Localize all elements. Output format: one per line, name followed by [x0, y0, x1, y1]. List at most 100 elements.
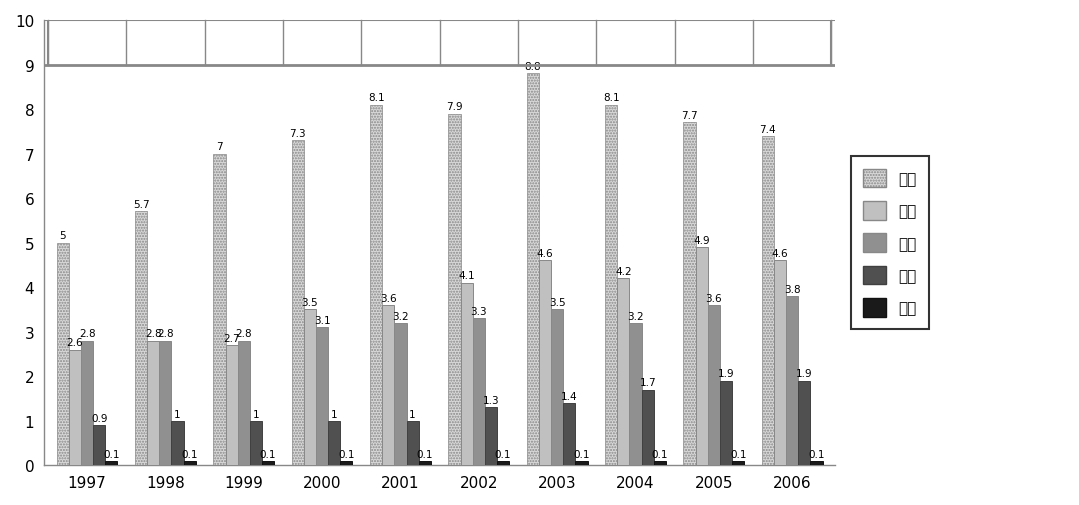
- Bar: [147, 341, 160, 465]
- Text: 1: 1: [409, 409, 415, 419]
- Text: 8.1: 8.1: [603, 93, 619, 103]
- Text: 0.1: 0.1: [338, 449, 355, 459]
- Bar: [497, 461, 509, 465]
- Text: 1.9: 1.9: [718, 369, 735, 379]
- Bar: [340, 461, 353, 465]
- Bar: [575, 461, 587, 465]
- Bar: [696, 247, 708, 465]
- Text: 3.2: 3.2: [627, 311, 644, 321]
- Bar: [527, 74, 538, 465]
- Text: 7.3: 7.3: [289, 129, 306, 139]
- Bar: [617, 279, 629, 465]
- Bar: [798, 381, 810, 465]
- Text: 3.2: 3.2: [392, 311, 409, 321]
- Text: 7.9: 7.9: [447, 102, 463, 112]
- Text: 3.8: 3.8: [783, 284, 801, 294]
- Text: 0.1: 0.1: [729, 449, 747, 459]
- Bar: [237, 341, 250, 465]
- Text: 1: 1: [174, 409, 181, 419]
- Text: 2.7: 2.7: [223, 333, 240, 343]
- Bar: [57, 243, 69, 465]
- Bar: [328, 421, 340, 465]
- Text: 1: 1: [252, 409, 259, 419]
- Text: 3.5: 3.5: [302, 297, 318, 308]
- Bar: [810, 461, 822, 465]
- Text: 1.4: 1.4: [561, 391, 577, 401]
- Text: 1.3: 1.3: [482, 395, 500, 406]
- Text: 2.6: 2.6: [67, 338, 83, 347]
- Text: 8.1: 8.1: [368, 93, 384, 103]
- Bar: [720, 381, 732, 465]
- Bar: [262, 461, 274, 465]
- Text: 4.9: 4.9: [694, 235, 710, 245]
- Text: 4.2: 4.2: [615, 267, 631, 276]
- Bar: [419, 461, 431, 465]
- Bar: [172, 421, 183, 465]
- Bar: [106, 461, 118, 465]
- Bar: [774, 261, 787, 465]
- Bar: [683, 123, 696, 465]
- Bar: [629, 323, 642, 465]
- Text: 3.6: 3.6: [706, 293, 722, 303]
- Bar: [304, 310, 316, 465]
- Text: 0.1: 0.1: [573, 449, 590, 459]
- Bar: [81, 341, 93, 465]
- Text: 1: 1: [331, 409, 338, 419]
- Text: 2.8: 2.8: [158, 329, 174, 339]
- Bar: [787, 296, 798, 465]
- Bar: [732, 461, 745, 465]
- Text: 2.8: 2.8: [235, 329, 252, 339]
- Text: 3.3: 3.3: [470, 307, 487, 317]
- Bar: [183, 461, 195, 465]
- Text: 7.7: 7.7: [681, 111, 698, 121]
- Text: 0.1: 0.1: [416, 449, 433, 459]
- Text: 0.1: 0.1: [181, 449, 197, 459]
- Text: 5.7: 5.7: [133, 200, 149, 210]
- Bar: [135, 212, 147, 465]
- Bar: [69, 350, 81, 465]
- Bar: [461, 283, 473, 465]
- Bar: [226, 345, 237, 465]
- Text: 4.1: 4.1: [459, 271, 475, 281]
- Text: 1.7: 1.7: [640, 378, 656, 387]
- Text: 0.9: 0.9: [91, 413, 108, 423]
- Text: 7.4: 7.4: [760, 124, 776, 134]
- Bar: [382, 306, 395, 465]
- Text: 0.1: 0.1: [495, 449, 511, 459]
- Text: 0.1: 0.1: [652, 449, 668, 459]
- Text: 4.6: 4.6: [536, 249, 554, 259]
- Text: 3.5: 3.5: [549, 297, 565, 308]
- Bar: [407, 421, 419, 465]
- Bar: [762, 136, 774, 465]
- Bar: [214, 155, 226, 465]
- Bar: [370, 106, 382, 465]
- Text: 0.1: 0.1: [808, 449, 824, 459]
- Text: 3.1: 3.1: [314, 316, 330, 325]
- Bar: [538, 261, 551, 465]
- Bar: [250, 421, 262, 465]
- Text: 2.8: 2.8: [79, 329, 95, 339]
- Text: 4.6: 4.6: [771, 249, 789, 259]
- Bar: [642, 390, 654, 465]
- Text: 7: 7: [216, 142, 222, 152]
- Bar: [605, 106, 617, 465]
- Text: 2.8: 2.8: [145, 329, 162, 339]
- Bar: [708, 306, 720, 465]
- Bar: [473, 319, 484, 465]
- Bar: [395, 323, 407, 465]
- Text: 1.9: 1.9: [796, 369, 812, 379]
- Bar: [93, 425, 106, 465]
- Bar: [316, 328, 328, 465]
- Bar: [551, 310, 563, 465]
- Bar: [160, 341, 172, 465]
- Text: 0.1: 0.1: [260, 449, 276, 459]
- Text: 0.1: 0.1: [104, 449, 120, 459]
- Bar: [291, 141, 304, 465]
- Bar: [484, 408, 497, 465]
- Legend: 도로, 철도, 항만, 환경, 물류: 도로, 철도, 항만, 환경, 물류: [851, 157, 929, 329]
- Bar: [563, 403, 575, 465]
- Text: 3.6: 3.6: [380, 293, 397, 303]
- Bar: [449, 114, 461, 465]
- Bar: [654, 461, 666, 465]
- Text: 8.8: 8.8: [524, 62, 542, 72]
